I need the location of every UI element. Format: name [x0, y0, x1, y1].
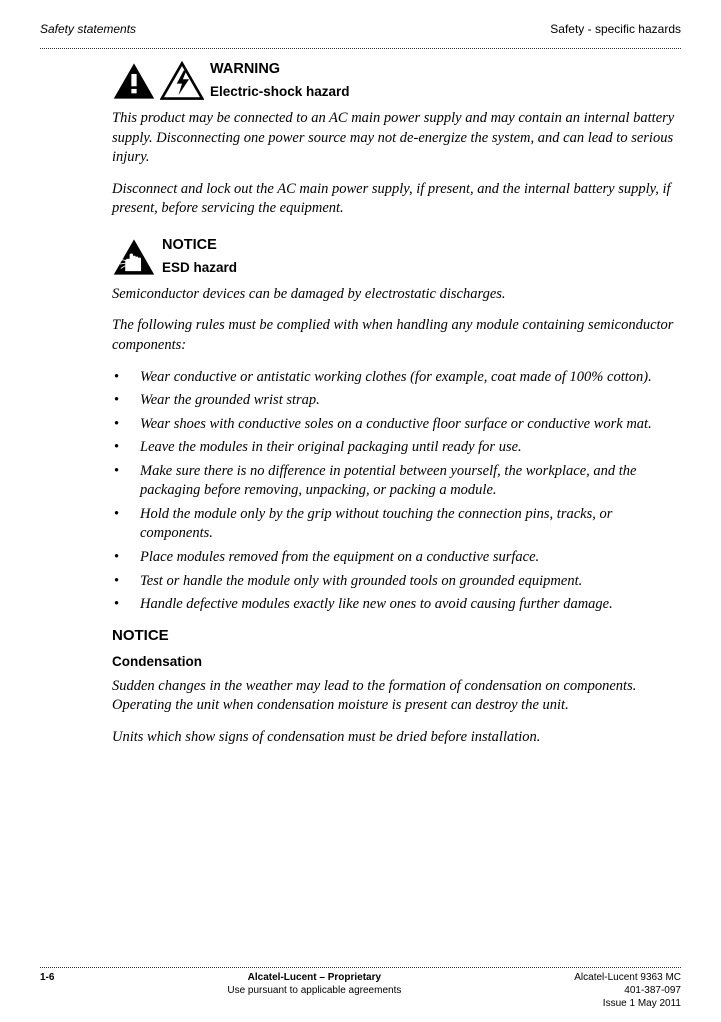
warning-paragraph-2: Disconnect and lock out the AC main powe…: [112, 180, 675, 219]
list-item: Place modules removed from the equipment…: [112, 548, 675, 568]
main-content: WARNING Electric-shock hazard This produ…: [40, 61, 681, 747]
warning-title-group: WARNING Electric-shock hazard: [210, 61, 350, 101]
footer-row: 1-6 Alcatel-Lucent – Proprietary Use pur…: [40, 971, 681, 1010]
footer-issue: Issue 1 May 2011: [574, 997, 681, 1010]
warning-heading: WARNING Electric-shock hazard: [112, 61, 675, 101]
esd-hand-icon: [112, 237, 156, 277]
notice-esd-title-group: NOTICE ESD hazard: [162, 237, 237, 277]
footer-divider: [40, 967, 681, 968]
footer-product: Alcatel-Lucent 9363 MC: [574, 971, 681, 984]
list-item: Make sure there is no difference in pote…: [112, 462, 675, 501]
header-right: Safety - specific hazards: [550, 22, 681, 36]
electric-shock-icon: [160, 61, 204, 101]
header-divider: [40, 48, 681, 49]
footer-right: Alcatel-Lucent 9363 MC 401-387-097 Issue…: [574, 971, 681, 1010]
notice-condensation-title: NOTICE: [112, 627, 675, 644]
notice-condensation-paragraph-1: Sudden changes in the weather may lead t…: [112, 677, 675, 716]
warning-title: WARNING: [210, 61, 350, 77]
list-item: Wear the grounded wrist strap.: [112, 391, 675, 411]
list-item: Hold the module only by the grip without…: [112, 505, 675, 544]
esd-rule-list: Wear conductive or antistatic working cl…: [112, 368, 675, 615]
list-item: Handle defective modules exactly like ne…: [112, 595, 675, 615]
notice-esd-subtitle: ESD hazard: [162, 260, 237, 275]
list-item: Test or handle the module only with grou…: [112, 572, 675, 592]
warning-triangle-icon: [112, 61, 156, 101]
list-item: Wear shoes with conductive soles on a co…: [112, 415, 675, 435]
list-item: Leave the modules in their original pack…: [112, 438, 675, 458]
notice-esd-title: NOTICE: [162, 237, 237, 253]
warning-icons: [112, 61, 204, 101]
warning-subtitle: Electric-shock hazard: [210, 84, 350, 99]
page-number: 1-6: [40, 971, 54, 1010]
page-header: Safety statements Safety - specific haza…: [40, 22, 681, 36]
notice-condensation-subtitle: Condensation: [112, 654, 675, 669]
header-left: Safety statements: [40, 22, 136, 36]
notice-esd-paragraph-2: The following rules must be complied wit…: [112, 316, 675, 355]
footer-proprietary: Alcatel-Lucent – Proprietary: [54, 971, 574, 984]
footer-agreements: Use pursuant to applicable agreements: [54, 984, 574, 997]
notice-esd-icons: [112, 237, 156, 277]
page-footer: 1-6 Alcatel-Lucent – Proprietary Use pur…: [40, 967, 681, 1010]
footer-center: Alcatel-Lucent – Proprietary Use pursuan…: [54, 971, 574, 1010]
notice-condensation-paragraph-2: Units which show signs of condensation m…: [112, 728, 675, 748]
notice-esd-heading: NOTICE ESD hazard: [112, 237, 675, 277]
warning-paragraph-1: This product may be connected to an AC m…: [112, 109, 675, 168]
list-item: Wear conductive or antistatic working cl…: [112, 368, 675, 388]
footer-docnum: 401-387-097: [574, 984, 681, 997]
notice-esd-paragraph-1: Semiconductor devices can be damaged by …: [112, 285, 675, 305]
